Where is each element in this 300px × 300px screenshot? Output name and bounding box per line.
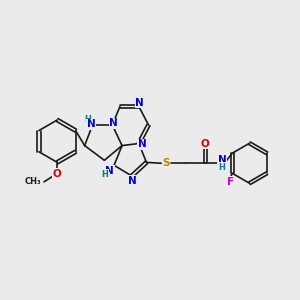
Text: F: F — [227, 176, 234, 187]
Text: H: H — [219, 163, 226, 172]
Text: N: N — [135, 98, 144, 108]
Text: N: N — [110, 118, 118, 128]
Text: N: N — [218, 155, 226, 165]
Text: S: S — [162, 158, 170, 168]
Text: N: N — [138, 139, 147, 149]
Text: O: O — [201, 139, 210, 148]
Text: N: N — [87, 119, 95, 129]
Text: N: N — [128, 176, 137, 186]
Text: CH₃: CH₃ — [25, 177, 42, 186]
Text: H: H — [101, 169, 108, 178]
Text: N: N — [105, 166, 114, 176]
Text: H: H — [84, 115, 91, 124]
Text: O: O — [53, 169, 62, 178]
